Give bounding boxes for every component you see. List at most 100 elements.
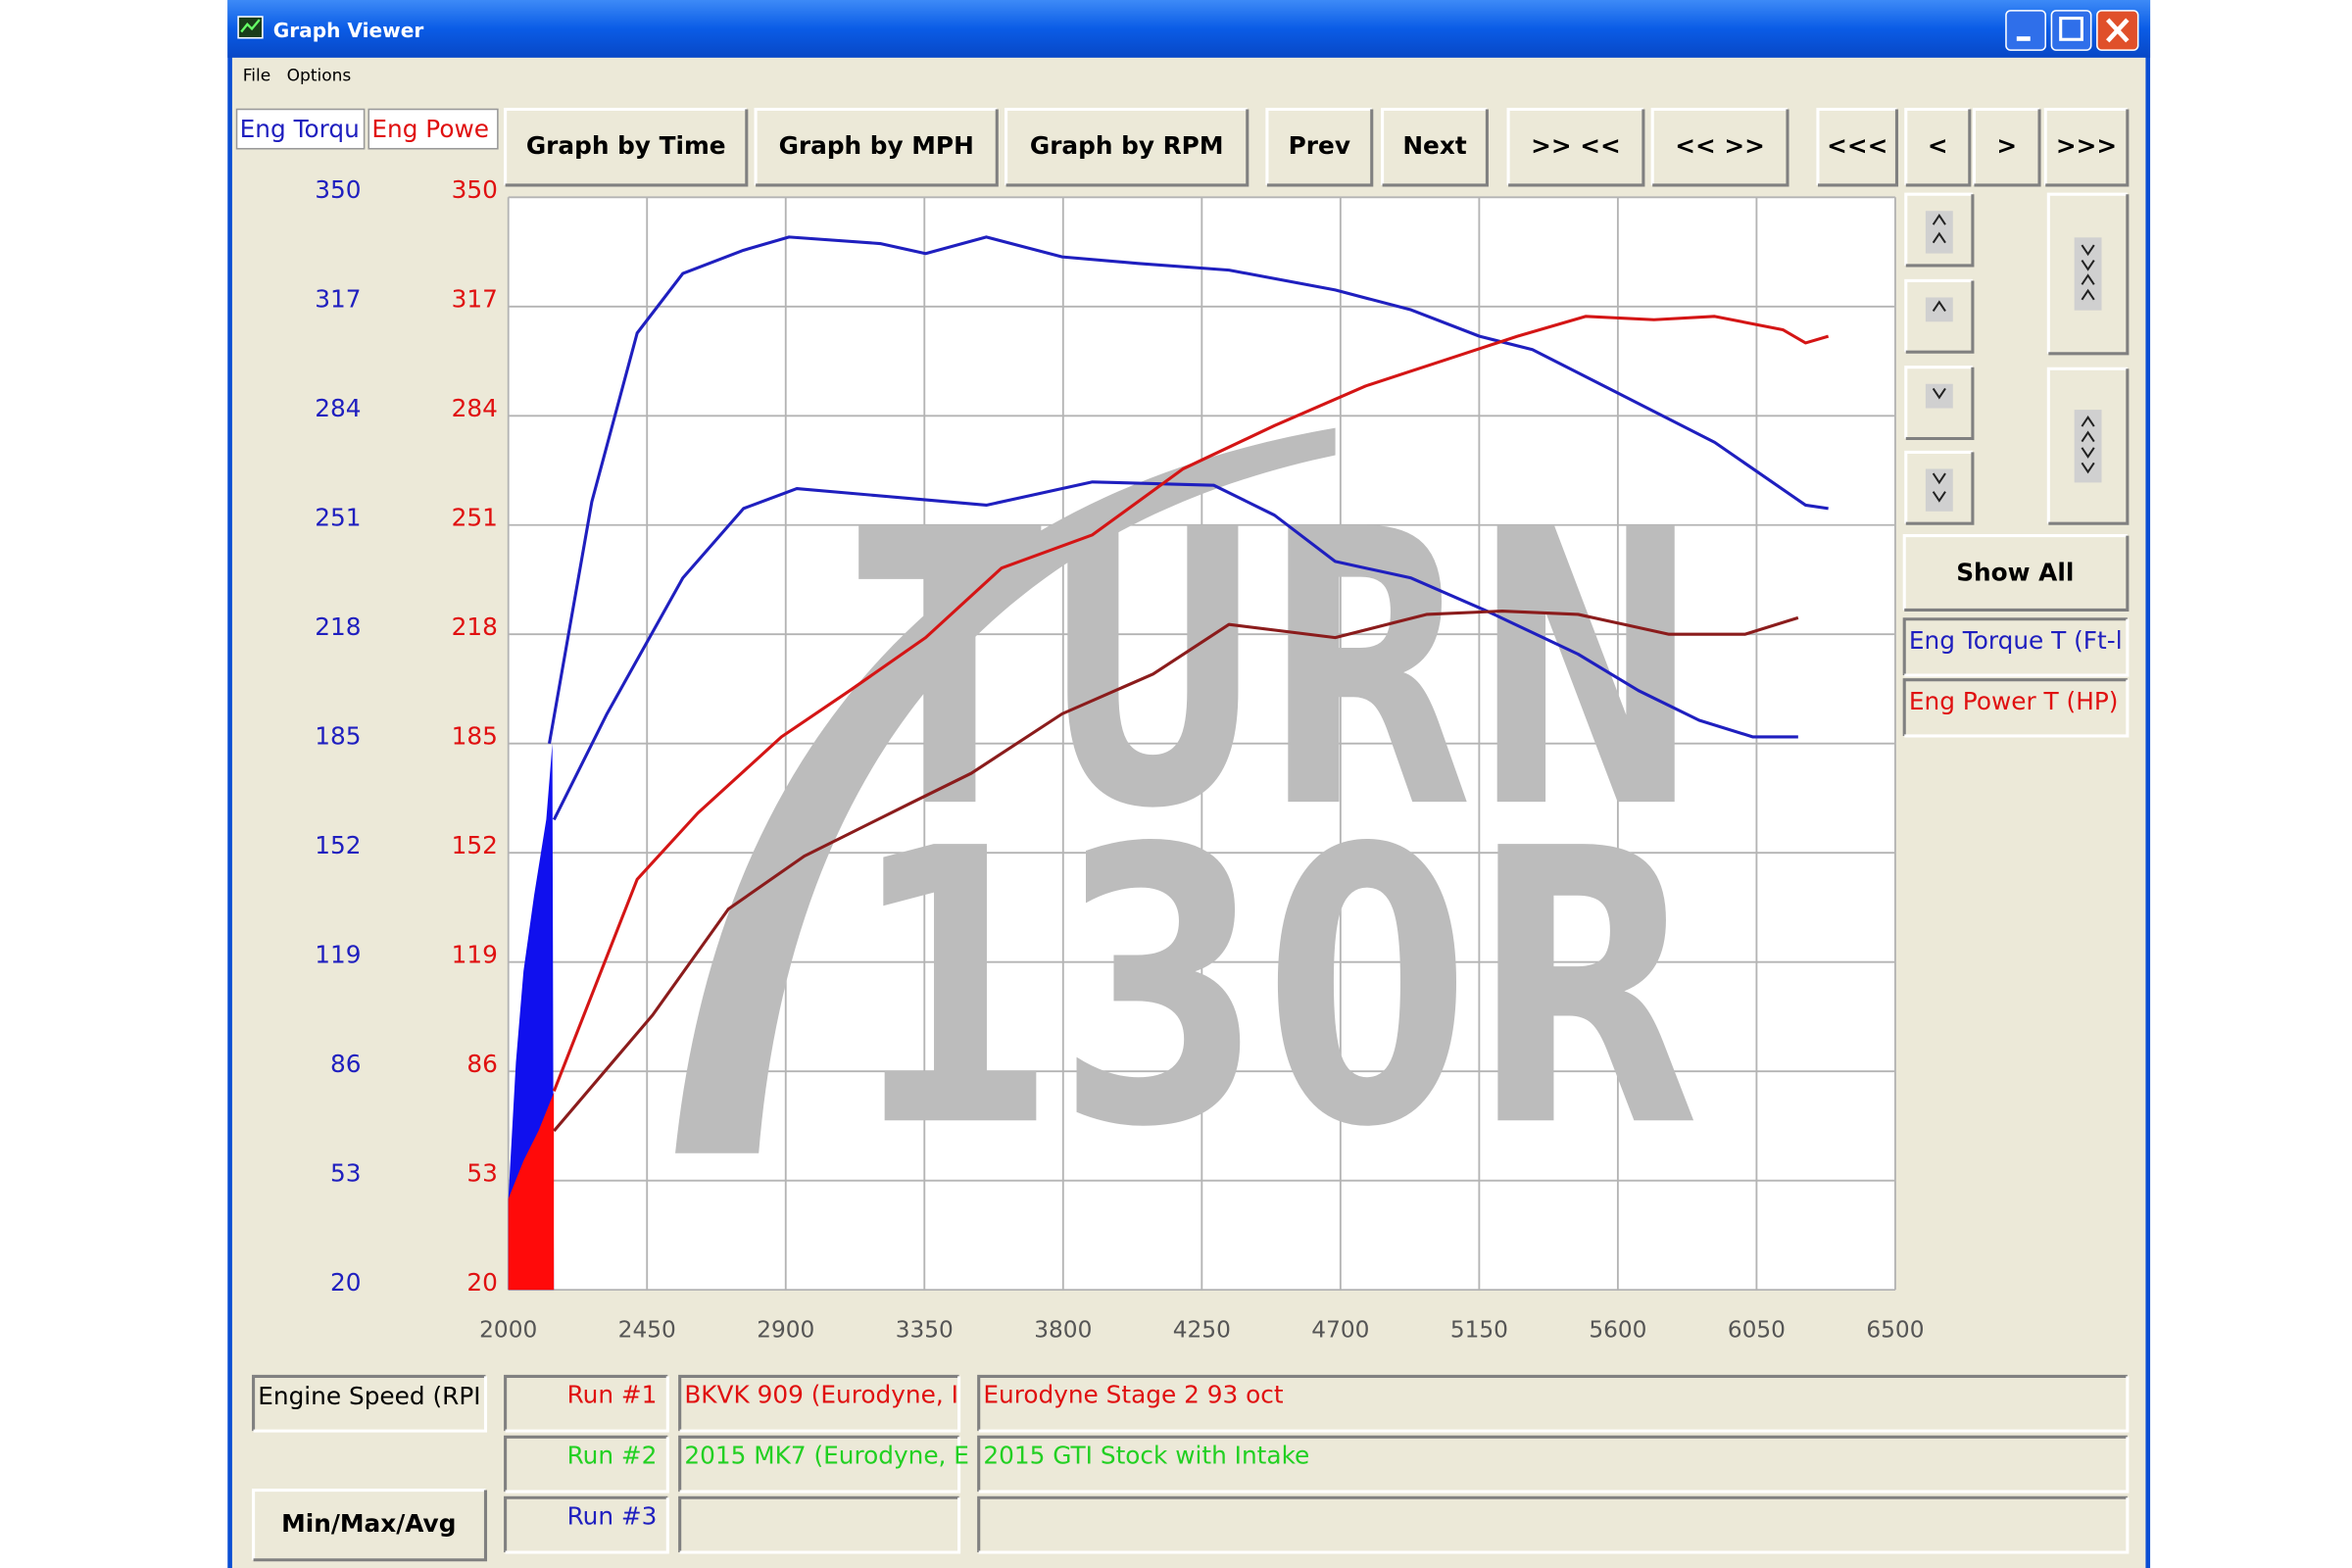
x-tick-label: 6500 [1866, 1316, 1924, 1343]
run-description-box [978, 1437, 2128, 1493]
y2-tick-label: 86 [466, 1050, 498, 1078]
x-tick-label: 3800 [1034, 1316, 1092, 1343]
toolbar-button[interactable] [1005, 109, 1248, 185]
y2-tick-label: 350 [452, 175, 498, 204]
run-description-box [978, 1376, 2128, 1432]
channel-tab[interactable] [235, 108, 366, 150]
x-tick-label: 4250 [1173, 1316, 1231, 1343]
y2-tick-label: 317 [452, 285, 498, 314]
y-tick-label: 53 [330, 1158, 362, 1187]
toolbar-button-label: >> << [1531, 131, 1621, 160]
y2-tick-label: 20 [466, 1268, 498, 1297]
legend-box-edge [1902, 617, 2128, 676]
minimize-icon [2016, 36, 2031, 41]
scroll-icon [1932, 387, 1946, 400]
channel-tab-label: Eng Powe [371, 115, 489, 143]
run-label-box-edge [505, 1437, 669, 1494]
series-line [553, 609, 1799, 1133]
run-description-box-edge [978, 1437, 2130, 1494]
scale-icon [2081, 462, 2095, 474]
maximize-button[interactable] [2050, 10, 2092, 51]
y2-tick-label: 185 [452, 722, 498, 751]
run-label-box-edge [504, 1374, 668, 1432]
y2-tick-label: 53 [466, 1158, 498, 1187]
toolbar-button[interactable] [1905, 109, 1970, 185]
toolbar-button-edge [1650, 107, 1788, 185]
channel-tab[interactable] [368, 108, 499, 150]
legend-box[interactable] [1904, 618, 2128, 676]
channel-tab-label: Eng Torqu [240, 115, 360, 143]
toolbar-button[interactable] [1508, 109, 1643, 185]
run-vehicle-box [679, 1497, 959, 1553]
y-tick-label: 119 [315, 940, 361, 968]
toolbar-button-edge [1974, 109, 2041, 187]
run-label-box-edge [504, 1495, 668, 1553]
y-tick-label: 350 [315, 175, 361, 204]
toolbar-button[interactable] [1817, 109, 1897, 185]
x-tick-label: 5150 [1450, 1316, 1508, 1343]
scroll-icon [1932, 300, 1946, 312]
run-label-box [505, 1497, 668, 1553]
legend-label: Eng Torque T (Ft-l [1909, 626, 2123, 655]
toolbar-button-label: Next [1402, 131, 1466, 160]
toolbar-button[interactable] [756, 109, 998, 185]
y2-tick-label: 284 [452, 394, 498, 422]
fill-decoration [508, 1092, 555, 1291]
min-max-avg-button[interactable] [253, 1490, 486, 1560]
scroll-button-edge [1904, 450, 1973, 524]
run-description-box-edge [977, 1435, 2128, 1493]
scale-icon [2081, 273, 2095, 285]
scroll-button-edge [1905, 452, 1975, 525]
show-all-button[interactable] [1904, 535, 2128, 611]
run-label: Run #1 [567, 1381, 658, 1409]
menu-item[interactable]: File [243, 66, 270, 85]
toolbar-button-label: Prev [1289, 131, 1350, 160]
toolbar-button-label: > [1996, 131, 2017, 160]
y-tick-label: 86 [330, 1050, 362, 1078]
toolbar-button[interactable] [2045, 109, 2128, 185]
scroll-icon [1932, 472, 1946, 485]
y2-tick-label: 251 [452, 504, 498, 532]
legend-box[interactable] [1904, 679, 2128, 736]
min-max-avg-button-edge [252, 1488, 486, 1560]
x-tick-label: 5600 [1589, 1316, 1646, 1343]
scroll-button-edge [1905, 280, 1975, 354]
toolbar-button[interactable] [1382, 109, 1488, 185]
series-line [552, 480, 1798, 821]
toolbar-button[interactable] [1974, 109, 2040, 185]
run-description-box [978, 1497, 2128, 1553]
x-tick-label: 6050 [1728, 1316, 1786, 1343]
toolbar-button-edge [505, 109, 749, 187]
toolbar-button-edge [1508, 109, 1645, 187]
menu-item[interactable]: Options [287, 66, 352, 85]
toolbar-button-edge [1004, 107, 1248, 185]
scale-button-edge [2048, 368, 2130, 525]
toolbar-button-edge [1816, 107, 1897, 185]
legend-box-edge [1902, 678, 2128, 736]
run-label-box-edge [505, 1376, 669, 1433]
toolbar-button-edge [1381, 107, 1488, 185]
scroll-icon [1932, 231, 1946, 244]
scroll-icon [1932, 491, 1946, 503]
run-label-box-edge [505, 1497, 669, 1554]
run-label: Run #2 [567, 1441, 658, 1469]
run-description-box-edge [978, 1497, 2130, 1554]
x-channel-box[interactable] [253, 1376, 486, 1432]
scroll-icon-bg [1925, 468, 1953, 512]
toolbar-button-label: << >> [1675, 131, 1765, 160]
scale-icon [2081, 430, 2095, 443]
scale-icon [2081, 288, 2095, 301]
min-max-avg-label: Min/Max/Avg [281, 1509, 456, 1538]
run-description: Eurodyne Stage 2 93 oct [983, 1381, 1284, 1409]
minimize-button[interactable] [2005, 10, 2046, 51]
x-tick-label: 2000 [479, 1316, 537, 1343]
toolbar-button[interactable] [1652, 109, 1788, 185]
toolbar-button[interactable] [505, 109, 747, 185]
run-vehicle-box-edge [678, 1495, 959, 1553]
y2-tick-label: 152 [452, 831, 498, 859]
x-tick-label: 4700 [1311, 1316, 1369, 1343]
toolbar-button-edge [1506, 107, 1643, 185]
run-vehicle-box [679, 1437, 959, 1493]
toolbar-button[interactable] [1266, 109, 1372, 185]
